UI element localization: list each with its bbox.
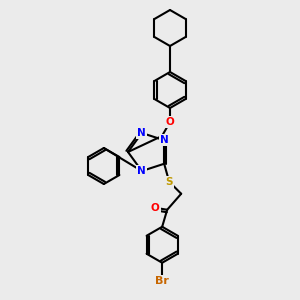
Text: O: O xyxy=(166,117,174,127)
Text: O: O xyxy=(151,203,160,213)
Text: S: S xyxy=(165,177,173,187)
Text: N: N xyxy=(137,128,146,138)
Text: N: N xyxy=(137,166,146,176)
Text: N: N xyxy=(160,135,169,145)
Text: Br: Br xyxy=(155,276,169,286)
